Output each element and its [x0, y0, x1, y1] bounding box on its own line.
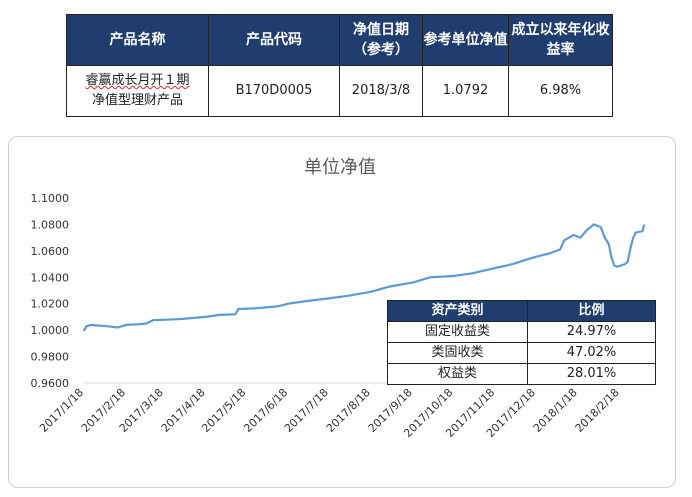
allocation-ratio: 47.02% [527, 342, 656, 364]
chart-frame [8, 136, 676, 488]
series-layer [82, 223, 646, 332]
y-axis: 0.9600 0.9800 1.0000 1.0200 1.0400 1.0600 1.08… [31, 192, 70, 390]
cell-product-code: B170D0005 [208, 65, 340, 117]
y-tick-label: 0.9800 [31, 351, 70, 364]
allocation-row-quasi-fixed-income: 类固收类 47.02% [387, 342, 656, 364]
chart-title: 单位净值 [304, 157, 376, 178]
y-tick-label: 1.0000 [31, 324, 70, 337]
y-tick-label: 1.0600 [31, 245, 70, 258]
x-tick-label: 2017/5/18 [199, 386, 248, 435]
allocation-row-fixed-income: 固定收益类 24.97% [387, 321, 656, 343]
x-tick-label: 2018/2/18 [573, 386, 622, 435]
allocation-row-equity: 权益类 28.01% [387, 363, 656, 385]
allocation-ratio: 28.01% [527, 363, 656, 385]
asset-allocation-table: 资产类别 比例 固定收益类 24.97% 类固收类 47.02% 权益类 28.… [387, 300, 656, 385]
header-ratio: 比例 [527, 300, 656, 322]
x-tick-label: 2017/1/18 [37, 386, 86, 435]
allocation-category: 类固收类 [387, 342, 528, 364]
nav-series-line [82, 223, 646, 332]
allocation-category: 权益类 [387, 363, 528, 385]
product-info-table: 产品名称 产品代码 净值日期（参考） 参考单位净值 成立以来年化收益率 睿赢成长… [66, 14, 613, 117]
product-name-line2: 净值型理财产品 [91, 93, 183, 108]
header-unit-nav: 参考单位净值 [422, 14, 509, 66]
x-tick-label: 2017/8/18 [324, 386, 373, 435]
header-asset-category: 资产类别 [387, 300, 528, 322]
allocation-category: 固定收益类 [387, 321, 528, 343]
x-tick-label: 2017/7/18 [282, 386, 331, 435]
cell-product-name: 睿赢成长月开１期 净值型理财产品 [66, 65, 209, 117]
product-table-row: 睿赢成长月开１期 净值型理财产品 B170D0005 2018/3/8 1.07… [66, 65, 613, 117]
header-annualized-return: 成立以来年化收益率 [508, 14, 613, 66]
cell-annualized-return: 6.98% [508, 65, 613, 117]
product-name-line1: 睿赢成长月开１期 [85, 73, 190, 88]
x-tick-label: 2018/1/18 [531, 386, 580, 435]
allocation-header-row: 资产类别 比例 [387, 300, 656, 322]
y-tick-label: 1.1000 [31, 192, 70, 205]
header-product-name: 产品名称 [66, 14, 209, 66]
x-axis: 2017/1/182017/2/182017/3/182017/4/182017… [37, 382, 644, 440]
y-tick-label: 0.9600 [31, 377, 70, 390]
cell-unit-nav: 1.0792 [422, 65, 509, 117]
y-tick-label: 1.0800 [31, 218, 70, 231]
cell-nav-date: 2018/3/8 [339, 65, 423, 117]
product-table-header-row: 产品名称 产品代码 净值日期（参考） 参考单位净值 成立以来年化收益率 [66, 14, 613, 66]
y-tick-label: 1.0200 [31, 298, 70, 311]
y-tick-label: 1.0400 [31, 271, 70, 284]
allocation-ratio: 24.97% [527, 321, 656, 343]
